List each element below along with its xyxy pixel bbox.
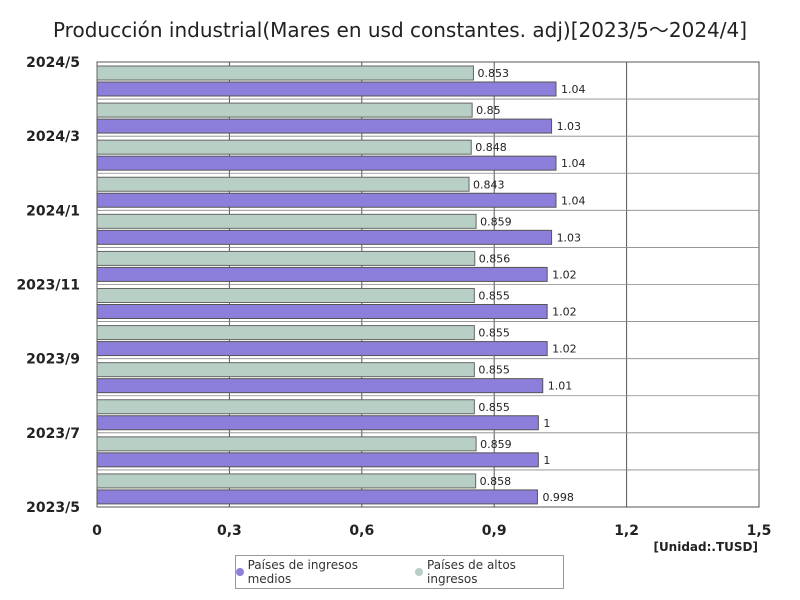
x-tick-label: 0,6 <box>349 523 374 539</box>
bar-middle-income <box>96 415 539 431</box>
bar-middle-income <box>96 118 553 134</box>
bar-middle-income <box>96 192 557 208</box>
data-label-middle-income: 1.04 <box>561 194 586 207</box>
bar-middle-income <box>96 155 557 171</box>
bar-middle-income <box>96 266 548 282</box>
y-tick-label: 2023/9 <box>26 352 80 368</box>
legend-item-middle-income: Países de ingresos medios <box>236 558 397 586</box>
x-tick-label: 0,3 <box>217 523 242 539</box>
bar-high-income <box>96 399 475 415</box>
data-label-middle-income: 1.02 <box>552 268 577 281</box>
legend-item-high-income: Países de altos ingresos <box>415 558 563 586</box>
x-tick-label: 0,9 <box>482 523 507 539</box>
x-tick-label: 0 <box>92 523 102 539</box>
bar-middle-income <box>96 489 538 505</box>
bar-high-income <box>96 325 475 341</box>
data-label-high-income: 0.843 <box>473 178 505 191</box>
data-label-high-income: 0.853 <box>477 67 509 80</box>
data-label-high-income: 0.859 <box>480 438 512 451</box>
data-label-middle-income: 1.04 <box>561 83 586 96</box>
bar-high-income <box>96 288 475 303</box>
data-labels: 0.858 0.998 0.859 1 0.855 1 0.855 1.01 0.855 1.02… <box>473 67 585 504</box>
axis-labels: 2024/5 2024/3 2024/1 2023/11 2023/9 2023/7 202… <box>16 55 771 539</box>
bar-high-income <box>96 139 472 155</box>
legend-dot-middle-income <box>236 568 244 576</box>
bar-high-income <box>96 250 476 266</box>
data-label-middle-income: 1.02 <box>552 306 577 319</box>
bar-high-income <box>96 65 474 81</box>
y-tick-label: 2023/7 <box>26 426 80 442</box>
data-label-high-income: 0.855 <box>478 401 510 414</box>
grid-lines <box>97 62 759 507</box>
data-label-high-income: 0.855 <box>478 290 510 303</box>
bar-high-income <box>96 436 477 452</box>
y-tick-label: 2023/5 <box>26 500 80 516</box>
data-label-high-income: 0.848 <box>475 141 507 154</box>
bar-middle-income <box>96 378 544 394</box>
data-label-middle-income: 1.03 <box>557 120 582 133</box>
data-label-high-income: 0.856 <box>479 252 511 265</box>
data-label-high-income: 0.859 <box>480 215 512 228</box>
unit-label: [Unidad:.TUSD] <box>653 540 758 554</box>
data-label-middle-income: 1.02 <box>552 343 577 356</box>
bar-middle-income <box>96 452 539 468</box>
bar-middle-income <box>96 81 557 97</box>
bar-high-income <box>96 362 475 378</box>
data-label-middle-income: 0.998 <box>542 491 574 504</box>
x-tick-label: 1,5 <box>747 523 772 539</box>
data-label-middle-income: 1 <box>543 417 550 430</box>
legend-label-middle-income: Países de ingresos medios <box>247 558 358 586</box>
data-label-high-income: 0.85 <box>476 104 501 117</box>
y-tick-label: 2024/5 <box>26 55 80 71</box>
chart-title: Producción industrial(Mares en usd const… <box>52 18 748 42</box>
data-label-middle-income: 1.01 <box>548 380 573 393</box>
bar-middle-income <box>96 304 548 319</box>
legend-label-high-income: Países de altos ingresos <box>427 558 516 586</box>
bars <box>96 65 557 505</box>
legend: Países de ingresos medios Países de alto… <box>235 555 564 589</box>
bar-high-income <box>96 213 477 229</box>
bar-middle-income <box>96 229 553 245</box>
y-tick-label: 2024/3 <box>26 129 80 145</box>
data-label-high-income: 0.855 <box>478 327 510 340</box>
y-tick-label: 2023/11 <box>16 278 80 294</box>
data-label-middle-income: 1.04 <box>561 157 586 170</box>
legend-dot-high-income <box>415 568 424 576</box>
bar-high-income <box>96 102 473 118</box>
y-tick-label: 2024/1 <box>26 203 80 219</box>
x-tick-label: 1,2 <box>614 523 639 539</box>
data-label-high-income: 0.855 <box>478 364 510 377</box>
data-label-high-income: 0.858 <box>480 475 512 488</box>
bar-high-income <box>96 176 470 192</box>
data-label-middle-income: 1.03 <box>557 231 582 244</box>
data-label-middle-income: 1 <box>543 454 550 467</box>
bar-middle-income <box>96 341 548 357</box>
bar-high-income <box>96 473 477 489</box>
